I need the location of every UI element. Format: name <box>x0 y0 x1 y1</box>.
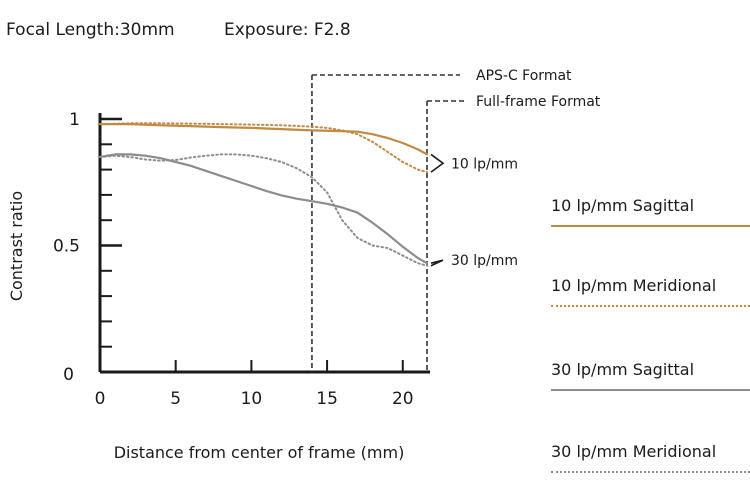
series-line-3 <box>99 153 428 267</box>
legend-swatch <box>551 305 750 307</box>
legend-swatch <box>551 471 750 473</box>
bracket-10lp <box>430 153 445 173</box>
focal-length-label: Focal Length:30mm <box>6 20 175 40</box>
series-line-0 <box>98 123 429 156</box>
legend-label: 30 lp/mm Sagittal <box>551 360 695 379</box>
legend-label: 10 lp/mm Sagittal <box>551 196 695 215</box>
exposure-label: Exposure: F2.8 <box>224 20 351 40</box>
series-line-2 <box>98 153 429 265</box>
x-tick-label: 0 <box>95 389 106 409</box>
y-tick-label: 0.5 <box>53 237 80 257</box>
legend-label: 10 lp/mm Meridional <box>551 276 717 295</box>
y-tick-label: 0 <box>63 365 74 385</box>
label-30lp: 30 lp/mm <box>451 253 518 269</box>
x-tick-label: 20 <box>392 389 414 409</box>
legend-item-30-meridional: 30 lp/mm Meridional <box>551 442 750 473</box>
y-axis-label: Contrast ratio <box>7 191 26 301</box>
x-tick-label: 15 <box>316 389 338 409</box>
x-tick-label: 10 <box>241 389 263 409</box>
legend-item-10-sagittal: 10 lp/mm Sagittal <box>551 196 750 227</box>
legend-item-30-sagittal: 30 lp/mm Sagittal <box>551 360 750 391</box>
series-line-1 <box>99 122 428 174</box>
legend-swatch <box>551 225 750 227</box>
legend-swatch <box>551 389 750 391</box>
x-tick-label: 5 <box>170 389 181 409</box>
aps-c-format-label: APS-C Format <box>476 68 572 84</box>
bracket-30lp <box>430 259 444 267</box>
x-axis-label: Distance from center of frame (mm) <box>114 443 405 462</box>
label-10lp: 10 lp/mm <box>451 156 518 172</box>
legend-item-10-meridional: 10 lp/mm Meridional <box>551 276 750 307</box>
legend-label: 30 lp/mm Meridional <box>551 442 717 461</box>
y-tick-label: 1 <box>69 110 80 130</box>
full-frame-format-label: Full-frame Format <box>476 94 601 110</box>
